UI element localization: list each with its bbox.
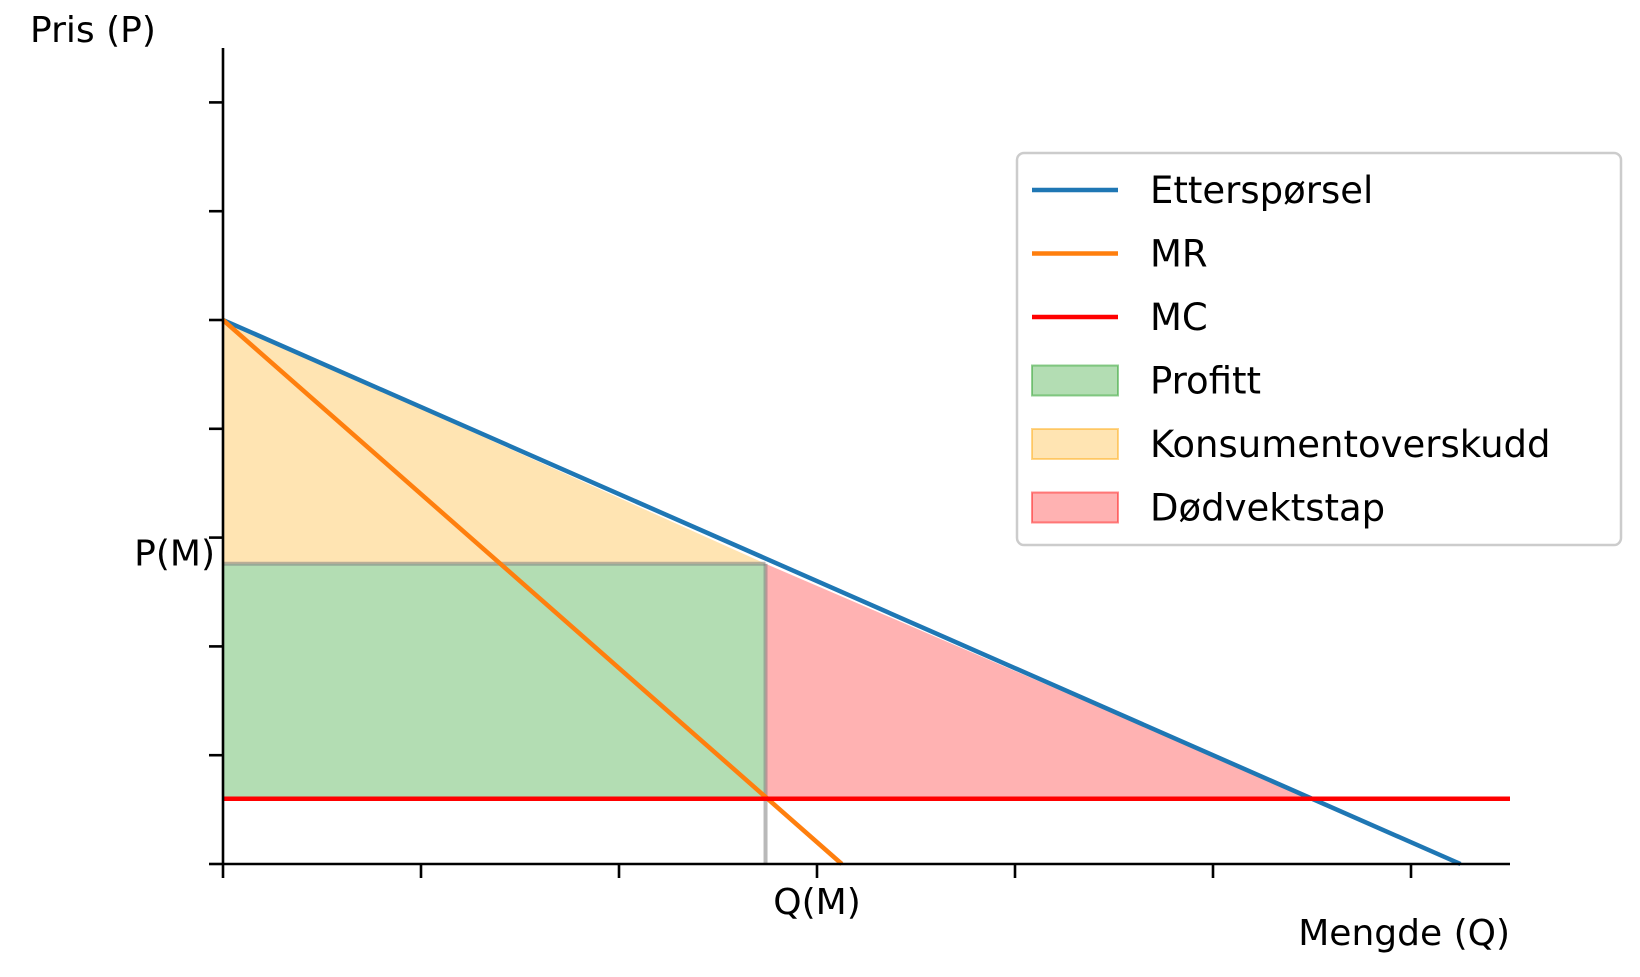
legend-label-mr: MR <box>1150 233 1208 276</box>
price-marker-label: P(M) <box>134 534 215 575</box>
legend-swatch-konsumentoverskudd <box>1031 428 1119 460</box>
legend-label-ettersporsel: Etterspørsel <box>1150 169 1373 212</box>
area-konsumentoverskudd <box>223 320 766 564</box>
legend-swatch-dodvektstap <box>1031 491 1119 524</box>
legend-label-profitt: Profitt <box>1150 360 1261 403</box>
legend: Etterspørsel MR MC Profitt Konsumentoverskud… <box>1015 151 1623 547</box>
legend-box <box>1015 151 1623 547</box>
x-axis-label: Mengde (Q) <box>1298 913 1510 954</box>
legend-label-konsumentoverskudd: Konsumentoverskudd <box>1150 423 1551 466</box>
y-axis-label: Pris (P) <box>30 10 156 51</box>
legend-label-mc: MC <box>1150 296 1208 339</box>
legend-swatch-profitt <box>1031 364 1119 397</box>
series-line-mr <box>221 318 844 866</box>
series-line-ettersporsel <box>222 317 1462 867</box>
area-profitt <box>223 563 766 799</box>
y-ticks <box>209 101 223 866</box>
legend-label-dodvektstap: Dødvektstap <box>1150 487 1385 530</box>
x-ticks: Q(M) <box>221 864 1413 923</box>
x-tick-label: Q(M) <box>773 882 861 923</box>
axes: Q(M) <box>209 48 1510 923</box>
guide-lines <box>223 561 768 864</box>
series-lines <box>221 317 1510 867</box>
